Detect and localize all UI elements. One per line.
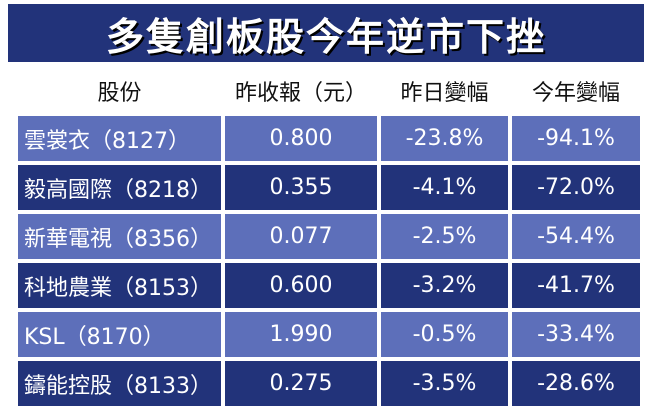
ytd-change: -72.0% [512,165,640,210]
header-day-change: 昨日變幅 [381,70,508,112]
close-price: 0.275 [225,361,377,406]
header-close-price: 昨收報（元） [225,70,377,112]
header-ytd-change: 今年變幅 [512,70,640,112]
stock-name: 毅高國際（8218） [18,165,221,210]
day-change: -2.5% [381,214,508,259]
table-row: 鑄能控股（8133） 0.275 -3.5% -28.6% [18,361,640,406]
header-row: 股份 昨收報（元） 昨日變幅 今年變幅 [18,70,640,112]
day-change: -3.5% [381,361,508,406]
close-price: 0.355 [225,165,377,210]
stock-name: KSL（8170） [18,312,221,357]
day-change: -23.8% [381,116,508,161]
close-price: 0.800 [225,116,377,161]
stock-name: 鑄能控股（8133） [18,361,221,406]
ytd-change: -28.6% [512,361,640,406]
stock-table: 股份 昨收報（元） 昨日變幅 今年變幅 雲裳衣（8127） 0.800 -23.… [14,66,644,410]
close-price: 1.990 [225,312,377,357]
day-change: -4.1% [381,165,508,210]
table-row: 新華電視（8356） 0.077 -2.5% -54.4% [18,214,640,259]
title-bar: 多隻創板股今年逆市下挫 [8,4,644,62]
table-row: 科地農業（8153） 0.600 -3.2% -41.7% [18,263,640,308]
table-row: 毅高國際（8218） 0.355 -4.1% -72.0% [18,165,640,210]
stock-name: 新華電視（8356） [18,214,221,259]
day-change: -0.5% [381,312,508,357]
header-stock: 股份 [18,70,221,112]
day-change: -3.2% [381,263,508,308]
table-row: KSL（8170） 1.990 -0.5% -33.4% [18,312,640,357]
stock-name: 科地農業（8153） [18,263,221,308]
stock-name: 雲裳衣（8127） [18,116,221,161]
ytd-change: -33.4% [512,312,640,357]
ytd-change: -54.4% [512,214,640,259]
close-price: 0.077 [225,214,377,259]
ytd-change: -94.1% [512,116,640,161]
page-title: 多隻創板股今年逆市下挫 [105,14,546,59]
table-row: 雲裳衣（8127） 0.800 -23.8% -94.1% [18,116,640,161]
close-price: 0.600 [225,263,377,308]
ytd-change: -41.7% [512,263,640,308]
